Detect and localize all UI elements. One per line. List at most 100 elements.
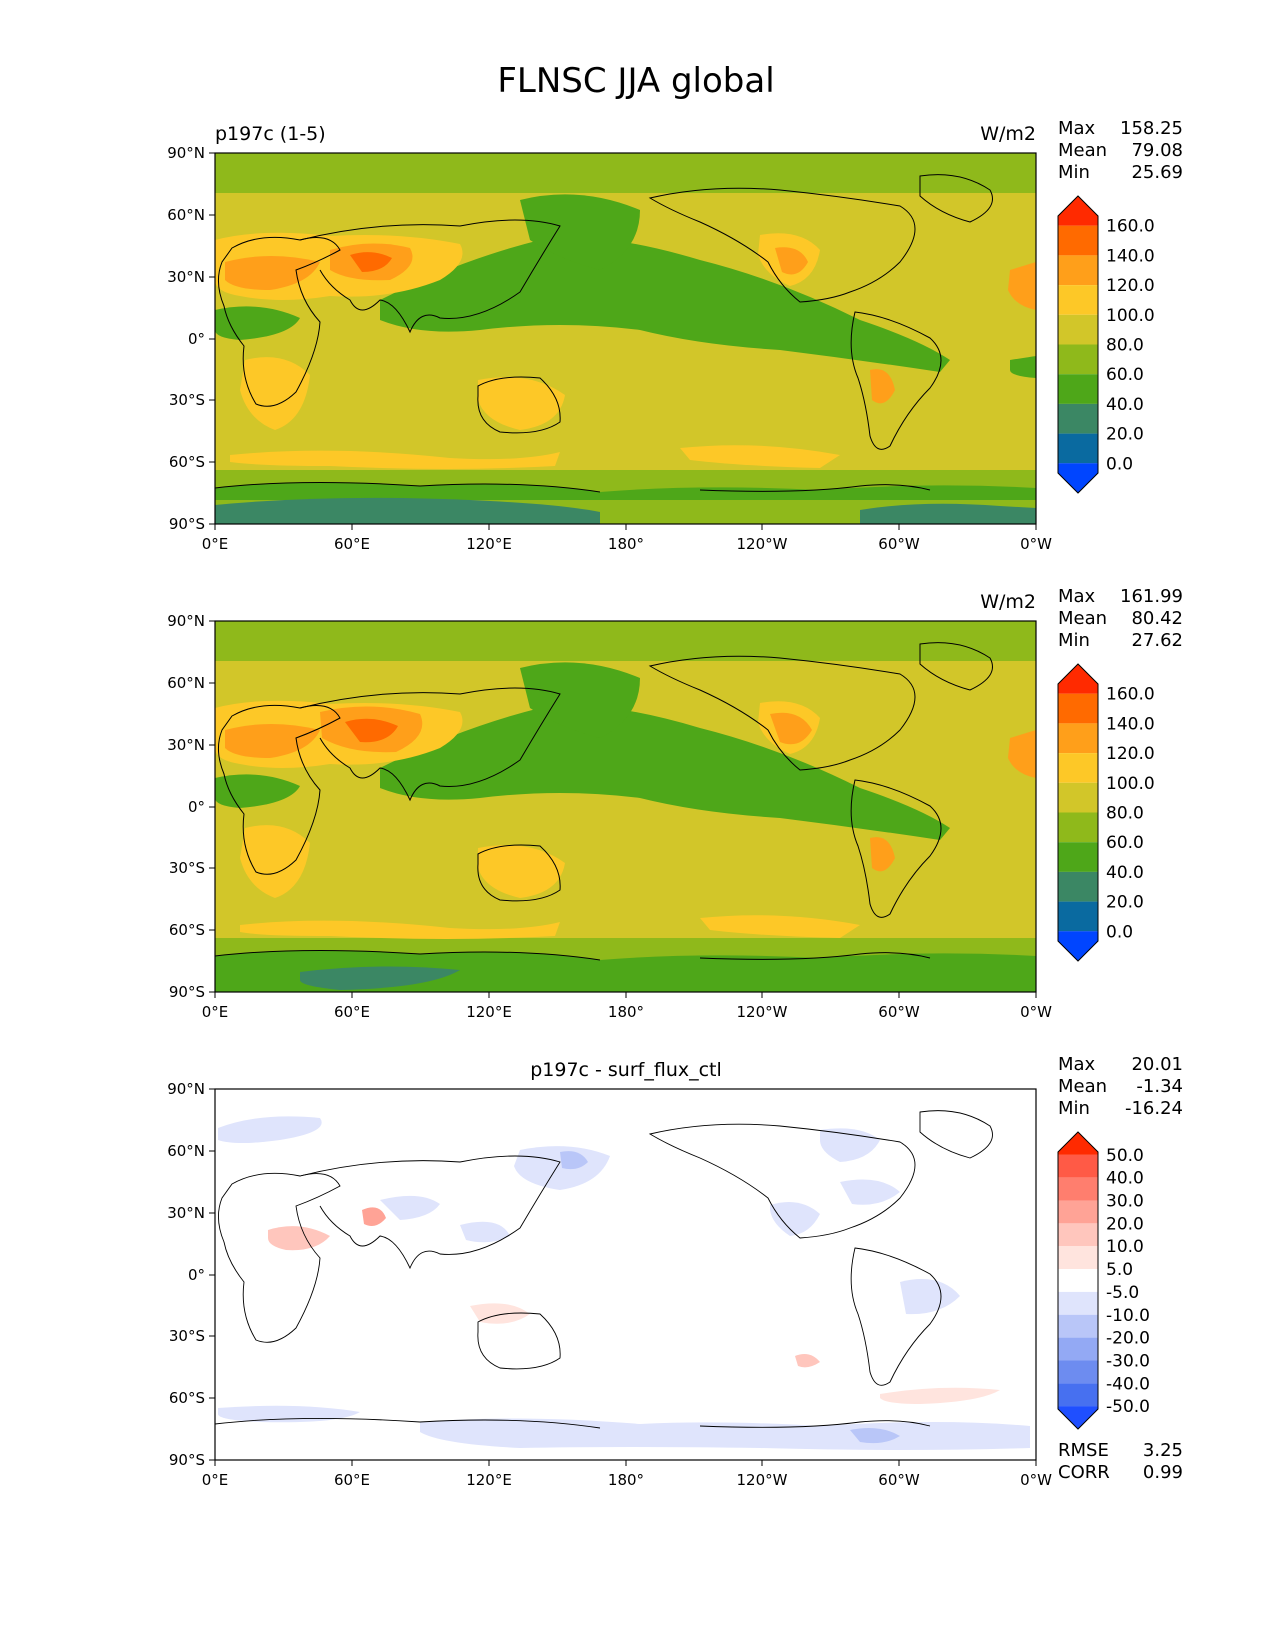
field-region <box>870 369 895 404</box>
coastlines-test <box>214 174 993 493</box>
rmse-label: RMSE <box>1058 1440 1109 1461</box>
colorbar-segment <box>1058 931 1098 961</box>
colorbar-segment <box>1058 1154 1098 1178</box>
lon-tick-label: 60°W <box>878 535 920 553</box>
field-region <box>240 825 310 898</box>
lat-tick-label: 90°N <box>167 1080 205 1098</box>
colorbar-segment <box>1058 403 1098 434</box>
field-region <box>380 237 950 372</box>
lat-tick-label: 90°S <box>169 1451 205 1469</box>
field-region <box>215 153 1036 193</box>
stat-label: Min <box>1058 630 1090 651</box>
panel-reference-units: W/m2 <box>980 591 1036 613</box>
colorbar-tick-label: 20.0 <box>1106 425 1144 445</box>
colorbar-segment <box>1058 463 1098 493</box>
lat-tick-label: 30°N <box>167 736 205 754</box>
field-region <box>268 1226 330 1251</box>
lat-tick-label: 60°S <box>169 921 205 939</box>
colorbar-segment <box>1058 1291 1098 1315</box>
colorbar-test: 160.0 140.0 120.0 100.0 80.0 60.0 40.0 20.0 0.0 <box>1057 195 1155 494</box>
colorbar-segment <box>1058 1406 1098 1429</box>
colorbar-tick-label: 100.0 <box>1106 774 1155 794</box>
colorbar-tick-label: 10.0 <box>1106 1237 1144 1257</box>
axis-difference: 90°N 60°N 30°N 0° 30°S 60°S 90°S 0°E 60°… <box>167 1080 1052 1489</box>
colorbar-segment <box>1058 1200 1098 1224</box>
colorbar-segment <box>1058 196 1098 226</box>
field-region <box>850 1428 900 1444</box>
figure-title: FLNSC JJA global <box>497 61 774 101</box>
colorbar-segment <box>1058 255 1098 286</box>
lat-tick-label: 90°N <box>167 612 205 630</box>
colorbar-tick-label: 0.0 <box>1106 922 1133 942</box>
colorbar-difference: 50.0 40.0 30.020.0 10.0 5.0 -5.0 -10.0 -20.0-30… <box>1057 1131 1150 1430</box>
panel-difference-title: p197c - surf_flux_ctl <box>530 1059 722 1081</box>
colorbar-segment <box>1058 1177 1098 1201</box>
stat-label: Mean <box>1058 1076 1107 1097</box>
lon-tick-label: 120°W <box>737 1471 788 1489</box>
colorbar-tick-label: 120.0 <box>1106 744 1155 764</box>
lat-ticks-difference: 90°N 60°N 30°N 0° 30°S 60°S 90°S <box>167 1080 215 1469</box>
colorbar-segment <box>1058 1337 1098 1361</box>
field-region <box>1008 730 1036 778</box>
lat-tick-label: 60°N <box>167 206 205 224</box>
lat-ticks-reference: 90°N 60°N 30°N 0° 30°S 60°S 90°S <box>167 612 215 1001</box>
lat-tick-label: 90°N <box>167 144 205 162</box>
colorbar-outline <box>1057 195 1099 494</box>
stat-label: Max <box>1058 118 1096 139</box>
coastlines-difference <box>214 1110 993 1429</box>
field-region <box>775 247 808 275</box>
colorbar-tick-label: 0.0 <box>1106 454 1133 474</box>
field-region <box>215 621 1036 661</box>
colorbar-segment <box>1058 225 1098 256</box>
field-region <box>345 718 398 743</box>
colorbar-tick-label: -5.0 <box>1106 1283 1139 1303</box>
lon-tick-label: 0°E <box>202 1003 229 1021</box>
lon-tick-label: 120°E <box>466 1003 512 1021</box>
lat-tick-label: 30°S <box>169 391 205 409</box>
field-region <box>1008 262 1036 310</box>
panel-reference: W/m2 <box>167 586 1183 1021</box>
lat-tick-label: 30°S <box>169 859 205 877</box>
panel-difference: p197c - surf_flux_ctl <box>167 1054 1183 1489</box>
field-region <box>1010 356 1036 378</box>
lat-tick-label: 0° <box>188 330 205 348</box>
colorbar-segment <box>1058 664 1098 694</box>
colorbar-segment <box>1058 1314 1098 1338</box>
map-reference <box>214 620 1037 993</box>
field-region <box>225 724 320 758</box>
colorbar-tick-label: 120.0 <box>1106 276 1155 296</box>
colorbar-tick-label: 50.0 <box>1106 1146 1144 1166</box>
stats-reference: Max 161.99 Mean 80.42 Min 27.62 <box>1058 586 1183 651</box>
colorbar-tick-label: 100.0 <box>1106 306 1155 326</box>
colorbar-segment <box>1058 1246 1098 1270</box>
colorbar-tick-label: -20.0 <box>1106 1329 1150 1349</box>
stat-label: Min <box>1058 162 1090 183</box>
stat-label: Mean <box>1058 608 1107 629</box>
field-region <box>420 1418 1030 1450</box>
lat-tick-label: 60°N <box>167 1142 205 1160</box>
stat-value: 25.69 <box>1131 162 1183 183</box>
colorbar-tick-label: 160.0 <box>1106 217 1155 237</box>
field-region <box>840 1179 900 1205</box>
stat-value: 20.01 <box>1131 1054 1183 1075</box>
field-region <box>230 450 560 469</box>
colorbar-reference: 160.0 140.0 120.0 100.0 80.0 60.0 40.0 20.0 0.0 <box>1057 663 1155 962</box>
lat-tick-label: 90°S <box>169 515 205 533</box>
colorbar-tick-label: -30.0 <box>1106 1351 1150 1371</box>
field-region <box>380 1195 440 1220</box>
colorbar-tick-label: 40.0 <box>1106 395 1144 415</box>
colorbar-tick-label: 80.0 <box>1106 336 1144 356</box>
panel-test: p197c (1-5) W/m2 <box>167 118 1183 553</box>
lon-tick-label: 120°W <box>737 1003 788 1021</box>
field-region <box>478 845 565 898</box>
footer-stats-difference: RMSE 3.25 CORR 0.99 <box>1058 1440 1183 1483</box>
lat-tick-label: 30°N <box>167 1204 205 1222</box>
colorbar-outline <box>1057 1131 1099 1430</box>
colorbar-segment <box>1058 1223 1098 1247</box>
colorbar-tick-label: 60.0 <box>1106 365 1144 385</box>
stat-label: Max <box>1058 1054 1096 1075</box>
lat-ticks-test: 90°N 60°N 30°N 0° 30°S 60°S 90°S <box>167 144 215 533</box>
colorbar-tick-label: 80.0 <box>1106 804 1144 824</box>
stat-value: -1.34 <box>1136 1076 1183 1097</box>
colorbar-segment <box>1058 1269 1098 1292</box>
